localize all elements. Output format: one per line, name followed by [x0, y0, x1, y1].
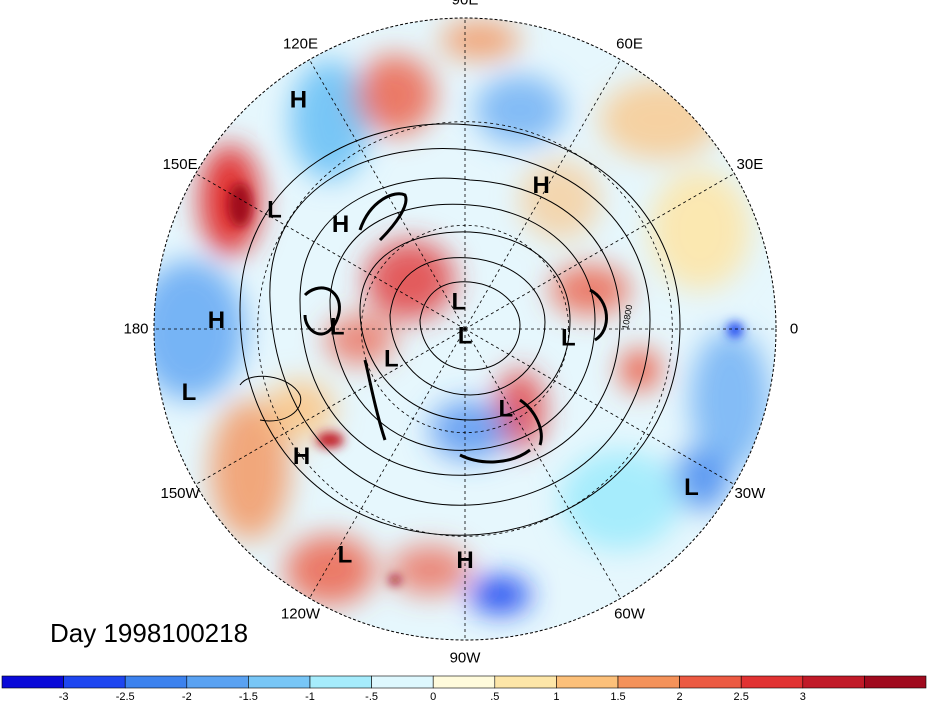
colorbar-swatch [864, 675, 927, 689]
high-pressure-marker: H [290, 86, 307, 113]
longitude-label: 90E [452, 0, 479, 9]
meridian-line [464, 59, 621, 330]
meridian-line [309, 328, 466, 599]
low-pressure-marker: L [267, 197, 282, 224]
longitude-labels: 90E 60E 30E 0 30W 60W 90W 120W 150W 180 150E 120E [123, 0, 798, 667]
low-pressure-marker: L [458, 322, 473, 349]
colorbar-swatch [802, 675, 865, 689]
meridian-line [195, 328, 466, 485]
date-label: Day 1998100218 [50, 618, 249, 648]
colorbar-swatch [494, 675, 557, 689]
high-pressure-marker: H [456, 547, 473, 574]
colorbar-tick-label: -.5 [365, 691, 378, 702]
graticule [154, 18, 776, 640]
meridian-line [464, 173, 735, 330]
high-pressure-marker: H [293, 443, 310, 470]
colorbar-swatch [63, 675, 126, 689]
longitude-label: 60W [614, 605, 646, 622]
meridian-line [464, 328, 621, 599]
colorbar-tick-label: 3 [800, 691, 806, 702]
longitude-label: 90W [450, 650, 482, 667]
low-pressure-marker: L [561, 325, 576, 352]
colorbar-swatch [1, 675, 64, 689]
height-contours [239, 123, 681, 536]
colorbar-tick-label: -1.5 [239, 691, 258, 702]
longitude-label: 180 [123, 321, 148, 338]
colorbar-swatch [617, 675, 680, 689]
low-pressure-marker: L [498, 396, 513, 423]
colorbar-swatch [186, 675, 249, 689]
high-pressure-marker: H [208, 307, 225, 334]
longitude-label: 120E [283, 36, 318, 53]
low-pressure-marker: L [384, 345, 399, 372]
colorbar-tick-label: 1 [553, 691, 559, 702]
meridian-line [195, 173, 466, 330]
colorbar-swatch [556, 675, 619, 689]
low-pressure-marker: L [451, 289, 466, 316]
colorbar-tick-label: 2 [677, 691, 683, 702]
colorbar-swatch [740, 675, 804, 689]
colorbar-swatch [309, 675, 372, 689]
colorbar-swatch [248, 675, 311, 689]
low-pressure-marker: L [182, 379, 197, 406]
longitude-label: 0 [790, 321, 798, 338]
high-pressure-marker: H [533, 172, 550, 199]
colorbar-tick-label: -3 [59, 691, 69, 702]
map-boundary [153, 17, 777, 641]
colorbar-tick-label: 2.5 [734, 691, 749, 702]
contour-label: 10800 [620, 304, 634, 330]
meridian-line [464, 328, 735, 485]
high-pressure-marker: H [332, 211, 349, 238]
longitude-label: 60E [616, 36, 643, 53]
colorbar-tick-label: -2 [182, 691, 192, 702]
colorbar-swatch [432, 675, 496, 689]
colorbar-tick-label: 1.5 [610, 691, 625, 702]
colorbar: -3 -2.5 -2 -1.5 -1 -.5 0 .5 1 1.5 2 2.5 3 [1, 675, 927, 702]
colorbar-swatch [124, 675, 188, 689]
colorbar-tick-label: -2.5 [116, 691, 135, 702]
low-pressure-marker: L [330, 313, 345, 340]
colorbar-swatch [371, 675, 434, 689]
low-pressure-marker: L [684, 474, 699, 501]
meridian-line [309, 59, 466, 330]
colorbar-tick-label: -1 [305, 691, 315, 702]
longitude-label: 120W [281, 605, 321, 622]
longitude-label: 150W [161, 485, 201, 502]
colorbar-tick-label: .5 [490, 691, 499, 702]
longitude-label: 30E [737, 156, 764, 173]
colorbar-tick-label: 0 [430, 691, 436, 702]
longitude-label: 150E [163, 156, 198, 173]
longitude-label: 30W [734, 485, 766, 502]
colorbar-swatch [679, 675, 742, 689]
low-pressure-marker: L [338, 541, 353, 568]
latitude-circle [257, 121, 673, 537]
